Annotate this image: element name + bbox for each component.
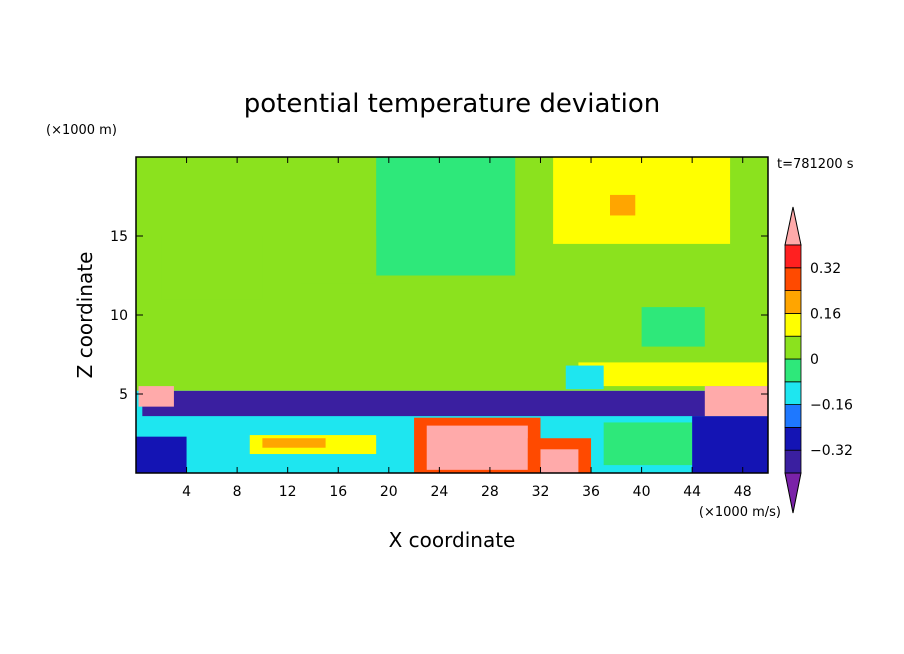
colorbar-over-triangle [784, 206, 802, 246]
contour-region [603, 422, 693, 466]
y-axis: 5 10 15 [110, 229, 768, 403]
contour-region [565, 365, 604, 390]
contour-region [641, 307, 705, 347]
colorbar-bin [784, 426, 802, 451]
x-tick-label: 24 [430, 484, 448, 500]
colorbar-bin [784, 290, 802, 314]
colorbar-label: −0.32 [810, 443, 853, 459]
colorbar: 0.32 0.16 0 −0.16 −0.32 [784, 206, 853, 514]
contour-region [578, 362, 768, 387]
x-tick-label: 48 [734, 484, 752, 500]
colorbar-bin [784, 404, 802, 428]
colorbar-bin [784, 335, 802, 360]
x-axis-label: X coordinate [389, 528, 516, 552]
colorbar-bin [784, 381, 802, 405]
x-tick-label: 32 [532, 484, 550, 500]
x-tick-label: 40 [633, 484, 651, 500]
x-tick-label: 8 [233, 484, 242, 500]
x-tick-label: 28 [481, 484, 499, 500]
colorbar-bin [784, 358, 802, 383]
x-axis-unit: (×1000 m/s) [699, 505, 781, 520]
contour-region [704, 386, 768, 417]
x-tick-label: 12 [279, 484, 297, 500]
colorbar-label: −0.16 [810, 398, 853, 414]
y-axis-unit: (×1000 m) [46, 123, 117, 138]
colorbar-bin [784, 449, 802, 474]
contour-region [142, 390, 768, 417]
contour-region [540, 449, 579, 473]
x-tick-label: 44 [683, 484, 701, 500]
colorbar-bin [784, 312, 802, 337]
chart-title: potential temperature deviation [244, 89, 660, 119]
contour-region [553, 157, 731, 244]
contour-region [138, 386, 174, 407]
plot-area [136, 157, 768, 473]
x-axis: 4 8 12 16 20 24 28 32 36 40 44 48 [182, 157, 752, 500]
contour-region [692, 416, 768, 473]
y-tick-label: 5 [119, 387, 128, 403]
contour-region [610, 194, 636, 216]
colorbar-bin [784, 267, 802, 291]
contour-region [161, 236, 263, 300]
colorbar-label: 0 [810, 352, 819, 368]
y-axis-label: Z coordinate [73, 252, 97, 379]
colorbar-bin [784, 244, 802, 269]
contour-region [300, 236, 377, 284]
y-tick-label: 15 [110, 229, 128, 245]
contour-region [376, 157, 516, 276]
x-tick-label: 20 [380, 484, 398, 500]
x-tick-label: 4 [182, 484, 191, 500]
y-tick-label: 10 [110, 308, 128, 324]
contour-region [426, 425, 528, 470]
x-tick-label: 16 [329, 484, 347, 500]
time-label: t=781200 s [777, 157, 854, 172]
contour-region [262, 438, 326, 448]
contour-region [136, 436, 187, 473]
colorbar-label: 0.16 [810, 306, 841, 322]
x-tick-label: 36 [582, 484, 600, 500]
colorbar-label: 0.32 [810, 261, 841, 277]
colorbar-under-triangle [784, 472, 802, 514]
